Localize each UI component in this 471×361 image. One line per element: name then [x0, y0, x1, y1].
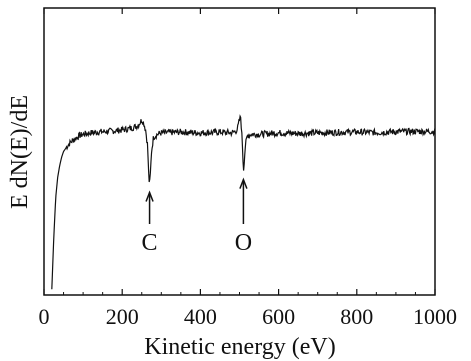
y-axis-title: E dN(E)/dE	[7, 95, 33, 209]
x-tick-label: 800	[340, 304, 373, 329]
annotation-label-c: C	[142, 230, 158, 256]
x-tick-label: 400	[184, 304, 217, 329]
x-tick-label: 200	[106, 304, 139, 329]
x-ticks	[43, 8, 436, 295]
annotation-arrowhead	[145, 190, 154, 202]
x-tick-label: 600	[262, 304, 295, 329]
annotation-label-o: O	[235, 230, 252, 256]
x-tick-labels: 0 200 400 600 800 1000	[39, 304, 458, 329]
series-line	[51, 114, 436, 290]
annotation-arrowhead	[239, 177, 248, 189]
x-axis-title: Kinetic energy (eV)	[144, 334, 335, 360]
x-tick-label: 0	[39, 304, 50, 329]
x-tick-label: 1000	[413, 304, 457, 329]
